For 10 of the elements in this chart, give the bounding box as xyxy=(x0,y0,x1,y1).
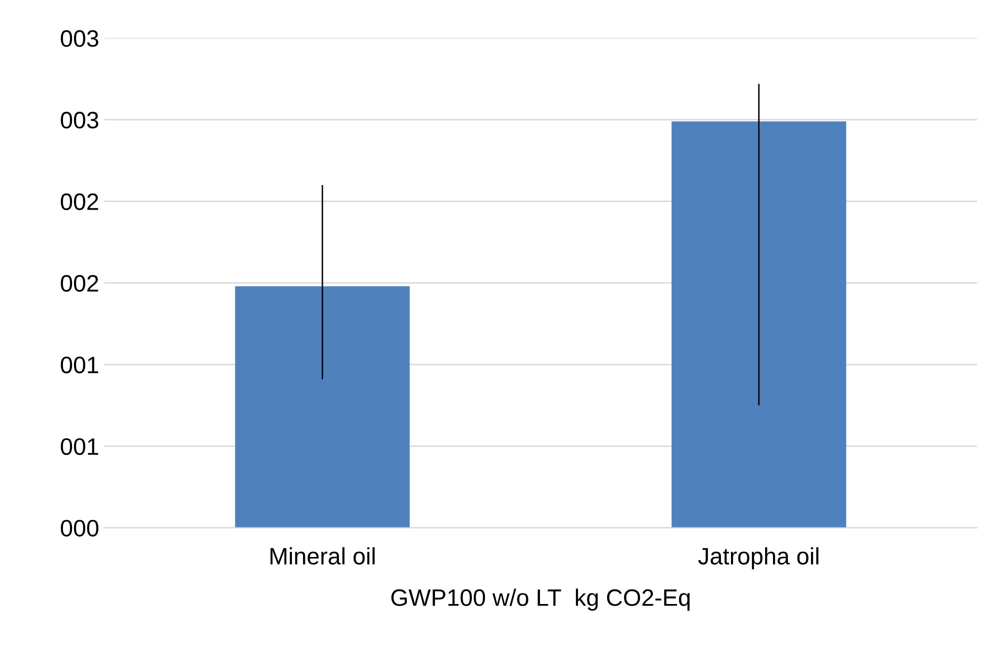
y-tick-label: 001 xyxy=(60,356,98,374)
y-tick-label: 002 xyxy=(60,193,98,210)
y-tick-label: 002 xyxy=(60,275,98,292)
y-tick-label: 001 xyxy=(60,438,98,455)
y-tick-label: 003 xyxy=(60,30,98,47)
x-tick-label: Mineral oil xyxy=(270,547,375,565)
x-axis-title: GWP100 w/o LT kg CO2-Eq xyxy=(391,588,690,611)
y-tick-label: 000 xyxy=(60,520,98,537)
y-tick-label: 003 xyxy=(60,112,98,129)
x-tick-label: Jatropha oil xyxy=(698,547,818,570)
